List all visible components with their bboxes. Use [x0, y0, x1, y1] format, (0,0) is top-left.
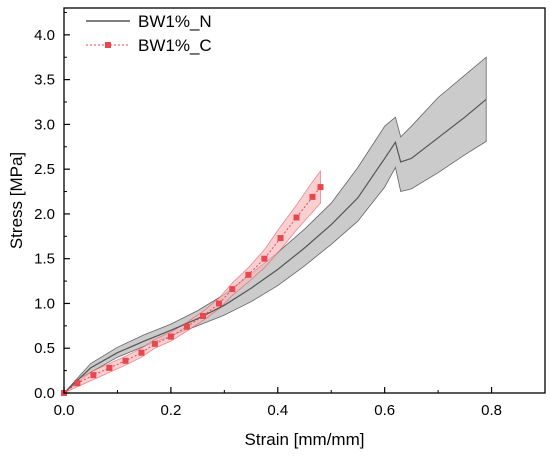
y-tick-label: 0.0: [34, 385, 55, 402]
marker-bw1-c: [151, 340, 158, 347]
line-bw1-n: [63, 98, 487, 394]
series-markers: [61, 184, 324, 396]
plot-frame: [63, 7, 546, 394]
y-tick-label: 3.5: [34, 72, 55, 89]
y-tick-label: 1.5: [34, 251, 55, 268]
y-tick-label: 4.0: [34, 27, 55, 44]
marker-bw1-c: [200, 313, 206, 319]
marker-bw1-c: [167, 333, 174, 340]
marker-bw1-c: [106, 364, 113, 371]
band-bw1-n: [63, 56, 487, 394]
marker-bw1-c: [183, 323, 190, 330]
x-tick-label: 0.6: [374, 402, 395, 419]
marker-bw1-c: [309, 193, 316, 200]
marker-bw1-c: [138, 349, 145, 356]
y-tick-label: 3.0: [34, 116, 55, 133]
y-tick-label: 2.5: [34, 161, 55, 178]
x-tick-label: 0.8: [481, 402, 502, 419]
marker-bw1-c: [245, 271, 252, 278]
y-axis-ticks: 0.0 0.5 1.0 1.5 2.0 2.5 3.0 3.5 4.0: [34, 11, 70, 402]
marker-bw1-c: [90, 372, 97, 379]
marker-bw1-c: [122, 357, 129, 364]
legend-marker-bw1-c: [105, 42, 111, 48]
marker-bw1-c: [317, 184, 324, 191]
marker-bw1-c: [216, 300, 222, 307]
x-tick-label: 0.4: [267, 402, 288, 419]
x-tick-label: 0.0: [54, 402, 75, 419]
y-tick-label: 1.0: [34, 295, 55, 312]
marker-bw1-c: [293, 214, 300, 221]
legend-label-bw1-c: BW1%_C: [138, 36, 212, 55]
x-axis-ticks: 0.0 0.2 0.4 0.6 0.8: [54, 387, 546, 419]
legend: BW1%_N BW1%_C: [86, 12, 212, 55]
y-tick-label: 2.0: [34, 206, 55, 223]
marker-bw1-c: [74, 380, 81, 387]
marker-bw1-c: [277, 235, 284, 242]
marker-bw1-c: [229, 286, 236, 293]
x-axis-label: Strain [mm/mm]: [245, 430, 365, 449]
marker-bw1-c: [261, 255, 268, 262]
y-tick-label: 0.5: [34, 340, 55, 357]
y-axis-label: Stress [MPa]: [7, 152, 26, 249]
plot-border: [63, 7, 546, 394]
x-tick-label: 0.2: [160, 402, 181, 419]
legend-label-bw1-n: BW1%_N: [138, 12, 212, 31]
confidence-bands: [63, 56, 487, 394]
